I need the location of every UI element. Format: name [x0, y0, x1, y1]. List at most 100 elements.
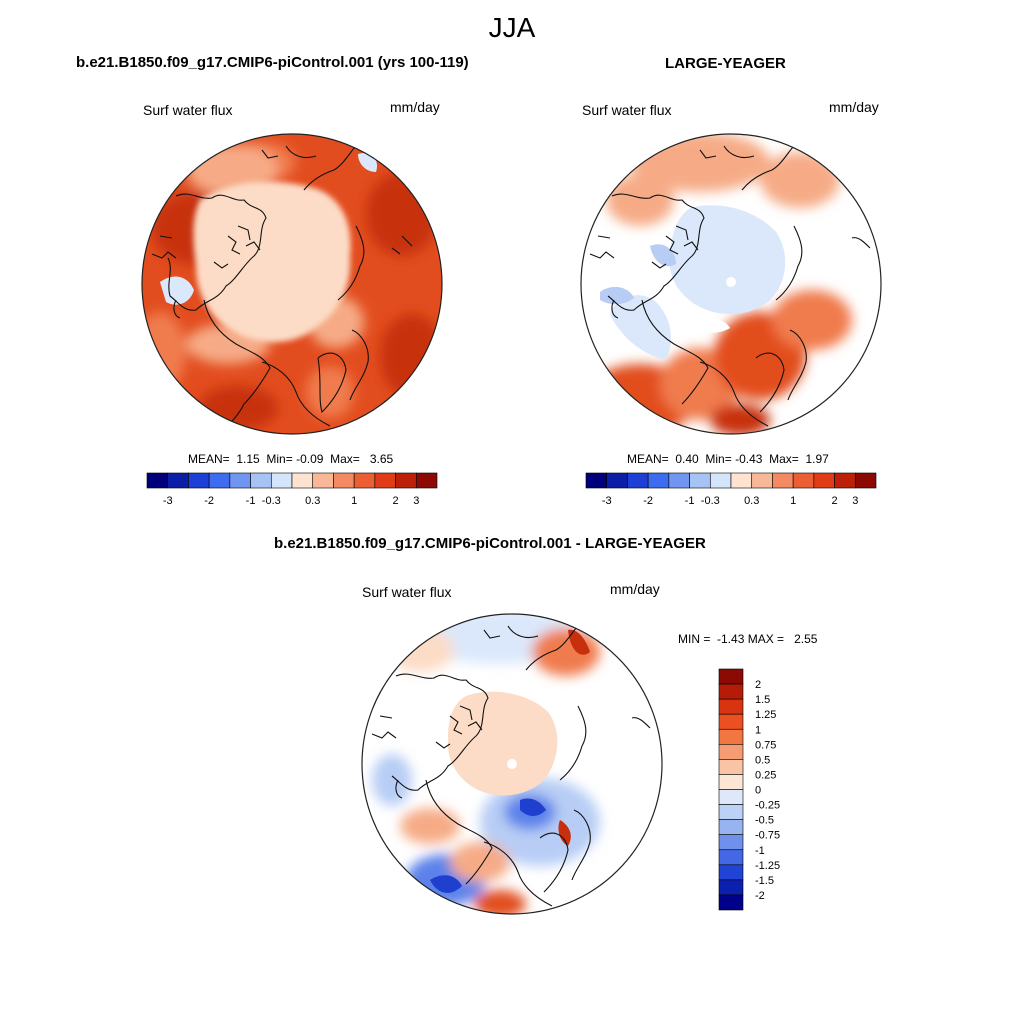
colorbar-swatch — [270, 472, 293, 489]
colorbar-swatch — [167, 472, 189, 489]
colorbar-tick-label: 2 — [832, 495, 838, 507]
colorbar-swatch — [146, 472, 169, 489]
colorbar-swatch — [333, 472, 355, 489]
mean-value: 1.15 — [236, 452, 260, 466]
panel-2-units-label: mm/day — [829, 99, 879, 115]
colorbar-tick-label: -0.5 — [755, 815, 774, 827]
max-value: 2.55 — [794, 632, 818, 646]
colorbar-difference: 2 1.5 1.25 1 0.75 0.5 0.25 0 -0.25 -0.5 -0.75 -1 -1.… — [718, 668, 780, 911]
max-label: Max= — [769, 452, 799, 466]
mean-label: MEAN= — [188, 452, 230, 466]
colorbar-swatch — [854, 472, 877, 489]
colorbar-tick-label: -3 — [602, 495, 612, 507]
colorbar-swatch — [718, 894, 744, 911]
colorbar-tick-label: 0.3 — [305, 495, 320, 507]
colorbar-swatch — [772, 472, 794, 489]
panel-3-stats: MIN = -1.43 MAX = 2.55 — [678, 632, 817, 646]
panel-2-stats: MEAN= 0.40 Min= -0.43 Max= 1.97 — [627, 452, 829, 466]
colorbar-tick-label: 1 — [755, 724, 761, 736]
panel-1-units-label: mm/day — [390, 99, 440, 115]
mean-value: 0.40 — [675, 452, 699, 466]
colorbar-tick-label: 0.3 — [744, 495, 759, 507]
min-label: Min= — [705, 452, 732, 466]
colorbar-tick-label: -3 — [163, 495, 173, 507]
colorbar-swatch — [709, 472, 732, 489]
colorbar-swatch — [718, 728, 744, 745]
colorbar-tick-label: -2 — [755, 890, 765, 902]
colorbar-tick-label: 0.25 — [755, 769, 776, 781]
colorbar-swatch — [188, 472, 210, 489]
colorbar-swatch — [718, 864, 744, 881]
panel-2-polar-map — [580, 133, 882, 435]
colorbar-tick-label: -2 — [643, 495, 653, 507]
colorbar-swatch — [718, 698, 744, 715]
colorbar-tick-label: 0 — [755, 785, 761, 797]
colorbar-tick-label: -1.5 — [755, 875, 774, 887]
colorbar-tick-label: -0.3 — [701, 495, 720, 507]
colorbar-tick-label: 3 — [413, 495, 419, 507]
colorbar-tick-label: 0.5 — [755, 754, 770, 766]
colorbar-swatch — [751, 472, 773, 489]
colorbar-tick-label: 2 — [755, 679, 761, 691]
colorbar-swatch — [813, 472, 835, 489]
colorbar-swatch — [792, 472, 815, 489]
panel-3-units-label: mm/day — [610, 581, 660, 597]
panel-1-title: b.e21.B1850.f09_g17.CMIP6-piControl.001 … — [76, 54, 469, 71]
colorbar-tick-label: -0.75 — [755, 830, 780, 842]
colorbar-swatch — [718, 713, 744, 730]
season-title: JJA — [488, 12, 536, 43]
max-value: 1.97 — [805, 452, 829, 466]
colorbar-swatch — [834, 472, 856, 489]
colorbar-tick-label: -1 — [685, 495, 695, 507]
colorbar-panel-1: -3 -2 -1 -0.3 0.3 1 2 3 — [146, 472, 438, 507]
panel-3-polar-map — [361, 613, 663, 915]
max-label: MAX = — [747, 632, 785, 646]
colorbar-swatch — [312, 472, 334, 489]
colorbar-tick-label: 1 — [790, 495, 796, 507]
colorbar-swatch — [668, 472, 690, 489]
min-label: MIN = — [678, 632, 711, 646]
colorbar-swatch — [606, 472, 628, 489]
colorbar-tick-label: -1 — [755, 845, 765, 857]
colorbar-swatch — [718, 668, 744, 685]
colorbar-swatch — [718, 819, 744, 835]
min-value: -0.09 — [296, 452, 324, 466]
min-value: -0.43 — [735, 452, 763, 466]
colorbar-tick-label: -0.25 — [755, 800, 780, 812]
colorbar-swatch — [718, 834, 744, 851]
colorbar-swatch — [689, 472, 711, 489]
max-label: Max= — [330, 452, 360, 466]
panel-3-title: b.e21.B1850.f09_g17.CMIP6-piControl.001 … — [274, 535, 706, 552]
colorbar-swatch — [208, 472, 231, 489]
min-value: -1.43 — [717, 632, 745, 646]
colorbar-swatch — [718, 683, 744, 700]
colorbar-panel-2: -3 -2 -1 -0.3 0.3 1 2 3 — [585, 472, 877, 507]
colorbar-swatch — [229, 472, 251, 489]
colorbar-tick-label: 1 — [351, 495, 357, 507]
colorbar-tick-label: 1.5 — [755, 694, 770, 706]
min-label: Min= — [266, 452, 293, 466]
panel-1-stats: MEAN= 1.15 Min= -0.09 Max= 3.65 — [188, 452, 393, 466]
panel-1-variable-label: Surf water flux — [143, 102, 233, 118]
colorbar-swatch — [585, 472, 608, 489]
colorbar-swatch — [718, 804, 744, 820]
colorbar-swatch — [718, 849, 744, 866]
colorbar-swatch — [415, 472, 438, 489]
colorbar-tick-label: 1.25 — [755, 709, 776, 721]
colorbar-tick-label: -0.3 — [262, 495, 281, 507]
colorbar-swatch — [291, 472, 314, 489]
colorbar-tick-label: -2 — [204, 495, 214, 507]
colorbar-swatch — [395, 472, 417, 489]
panel-2-title: LARGE-YEAGER — [665, 55, 786, 72]
colorbar-swatch — [647, 472, 670, 489]
colorbar-swatch — [718, 879, 744, 896]
colorbar-swatch — [718, 744, 744, 760]
colorbar-tick-label: -1.25 — [755, 860, 780, 872]
colorbar-swatch — [374, 472, 396, 489]
colorbar-swatch — [353, 472, 376, 489]
colorbar-swatch — [718, 789, 744, 805]
panel-3-variable-label: Surf water flux — [362, 584, 452, 600]
colorbar-tick-label: 0.75 — [755, 739, 776, 751]
panel-1-polar-map — [141, 133, 443, 435]
